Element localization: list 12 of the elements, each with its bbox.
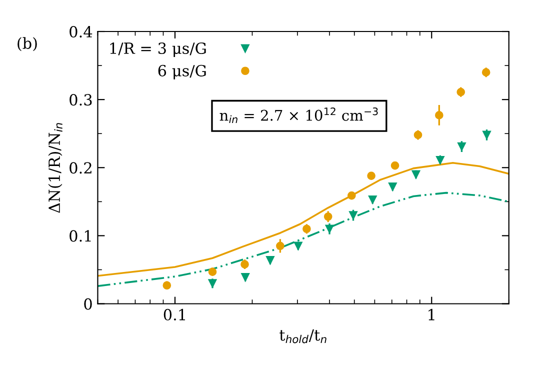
legend-label: 6 μs/G <box>158 64 206 80</box>
y-tick-label: 0 <box>84 298 92 310</box>
y-tick-label: 0.3 <box>70 94 92 106</box>
text: (b) <box>18 37 37 52</box>
x-axis-title: t$_{hold}$/t$_{n}$ <box>280 329 326 344</box>
x-tick-label: 1 <box>428 308 434 320</box>
y-axis-title: ΔN(1/R)/N$_{in}$ <box>48 123 62 213</box>
y-tick-label: 0.4 <box>70 26 92 38</box>
legend-label: 1/R = 3 μs/G <box>110 42 206 57</box>
y-tick-label: 0.2 <box>70 162 92 174</box>
annotation: n$_{in}$ = 2.7 × 10$^{12}$ cm$^{−3}$ <box>220 107 378 124</box>
y-tick-label: 0.1 <box>70 230 91 242</box>
